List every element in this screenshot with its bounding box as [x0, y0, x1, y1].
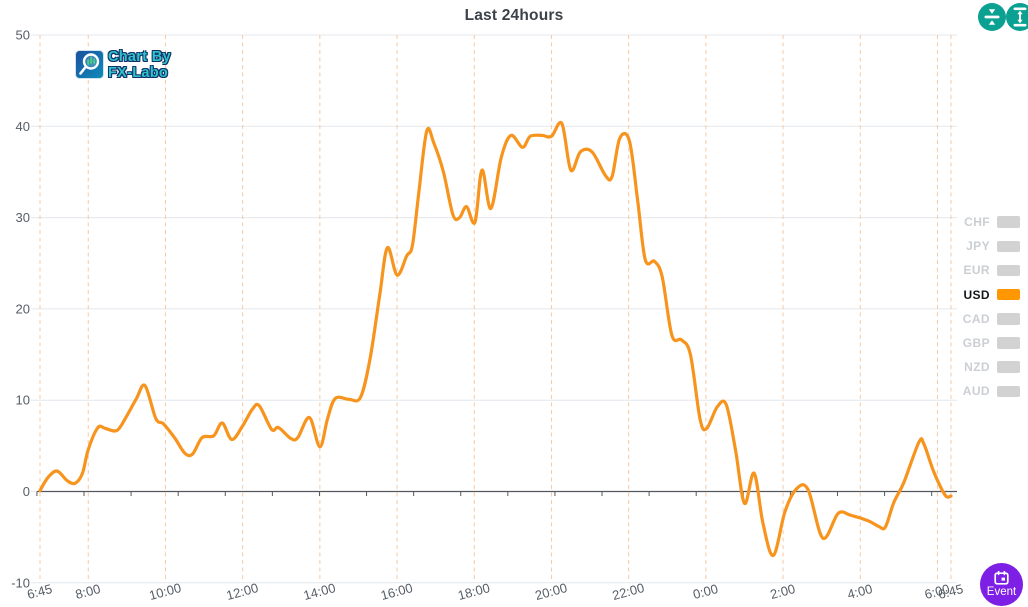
legend-item-eur[interactable]: EUR — [960, 258, 1020, 282]
y-axis-label: 50 — [16, 28, 30, 43]
legend-label: EUR — [963, 263, 990, 278]
event-button[interactable]: Event — [980, 563, 1023, 606]
y-axis-label: 10 — [16, 393, 30, 408]
legend-swatch — [997, 385, 1020, 398]
legend-label: GBP — [962, 336, 990, 351]
legend-swatch — [997, 337, 1020, 349]
chart-title: Last 24hours — [464, 7, 564, 24]
expand-vertical-button[interactable] — [1006, 3, 1028, 31]
x-axis-label: 6:00 — [923, 581, 951, 602]
currency-legend: CHF JPY EUR USD CAD GBP NZD AUD — [960, 210, 1020, 404]
y-axis-label: 0 — [23, 484, 30, 499]
x-axis-label: 2:00 — [768, 581, 796, 602]
legend-item-aud[interactable]: AUD — [960, 379, 1020, 403]
usd-line-series — [38, 120, 953, 558]
fx-labo-logo: Chart By FX-Labo — [75, 49, 171, 81]
legend-label: CHF — [964, 215, 990, 230]
legend-item-cad[interactable]: CAD — [960, 307, 1020, 331]
logo-text: Chart By FX-Labo — [108, 49, 171, 81]
x-axis-label: 14:00 — [302, 580, 337, 603]
legend-swatch — [997, 216, 1020, 228]
x-axis-label: 10:00 — [147, 580, 182, 603]
x-axis-label: 12:00 — [225, 580, 260, 603]
legend-swatch — [997, 313, 1020, 325]
legend-item-nzd[interactable]: NZD — [960, 355, 1020, 379]
legend-swatch — [997, 264, 1020, 277]
legend-label: JPY — [966, 239, 990, 254]
y-axis-label: 20 — [16, 301, 30, 316]
y-axis-label: 30 — [16, 210, 30, 225]
logo-line1: Chart By — [108, 49, 171, 65]
x-axis-label: 4:00 — [846, 581, 874, 602]
x-axis-label: 8:00 — [74, 581, 102, 602]
x-axis-label: 20:00 — [533, 580, 568, 603]
legend-label: CAD — [962, 311, 990, 326]
legend-item-usd[interactable]: USD — [960, 283, 1020, 307]
y-axis-label: -10 — [11, 575, 30, 590]
calendar-icon — [994, 571, 1009, 585]
x-axis-label: 6:45 — [25, 581, 53, 602]
legend-label: USD — [963, 287, 990, 302]
compress-vertical-button[interactable] — [978, 3, 1006, 31]
legend-swatch — [997, 361, 1020, 373]
legend-label: AUD — [962, 384, 990, 399]
legend-item-jpy[interactable]: JPY — [960, 234, 1020, 258]
x-axis-label: 6:45 — [936, 581, 964, 602]
legend-label: NZD — [964, 360, 990, 375]
compress-vertical-icon — [984, 9, 1000, 25]
legend-swatch — [997, 240, 1020, 253]
y-axis-label: 40 — [16, 119, 30, 134]
x-axis-label: 0:00 — [691, 581, 719, 602]
magnifier-candlestick-icon — [75, 50, 104, 79]
x-axis-label: 22:00 — [611, 580, 646, 603]
legend-swatch — [997, 288, 1020, 301]
expand-vertical-icon — [1013, 7, 1027, 27]
x-axis-label: 18:00 — [456, 580, 491, 603]
legend-item-gbp[interactable]: GBP — [960, 331, 1020, 355]
logo-line2: FX-Labo — [108, 64, 169, 81]
event-button-label: Event — [986, 586, 1017, 598]
x-axis-label: 16:00 — [379, 580, 414, 603]
legend-item-chf[interactable]: CHF — [960, 210, 1020, 234]
